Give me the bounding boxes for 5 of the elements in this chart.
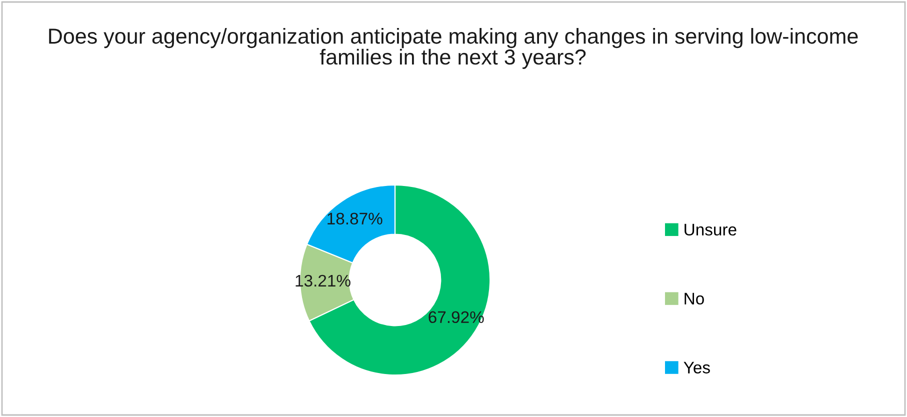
chart-title: Does your agency/organization anticipate making any changes in serving low-income families in the next 3 years? <box>49 28 858 69</box>
legend-label: No <box>684 292 704 305</box>
data-label: 18.87% <box>328 212 382 225</box>
legend-label: Yes <box>684 362 710 374</box>
legend-label: Unsure <box>684 224 736 236</box>
